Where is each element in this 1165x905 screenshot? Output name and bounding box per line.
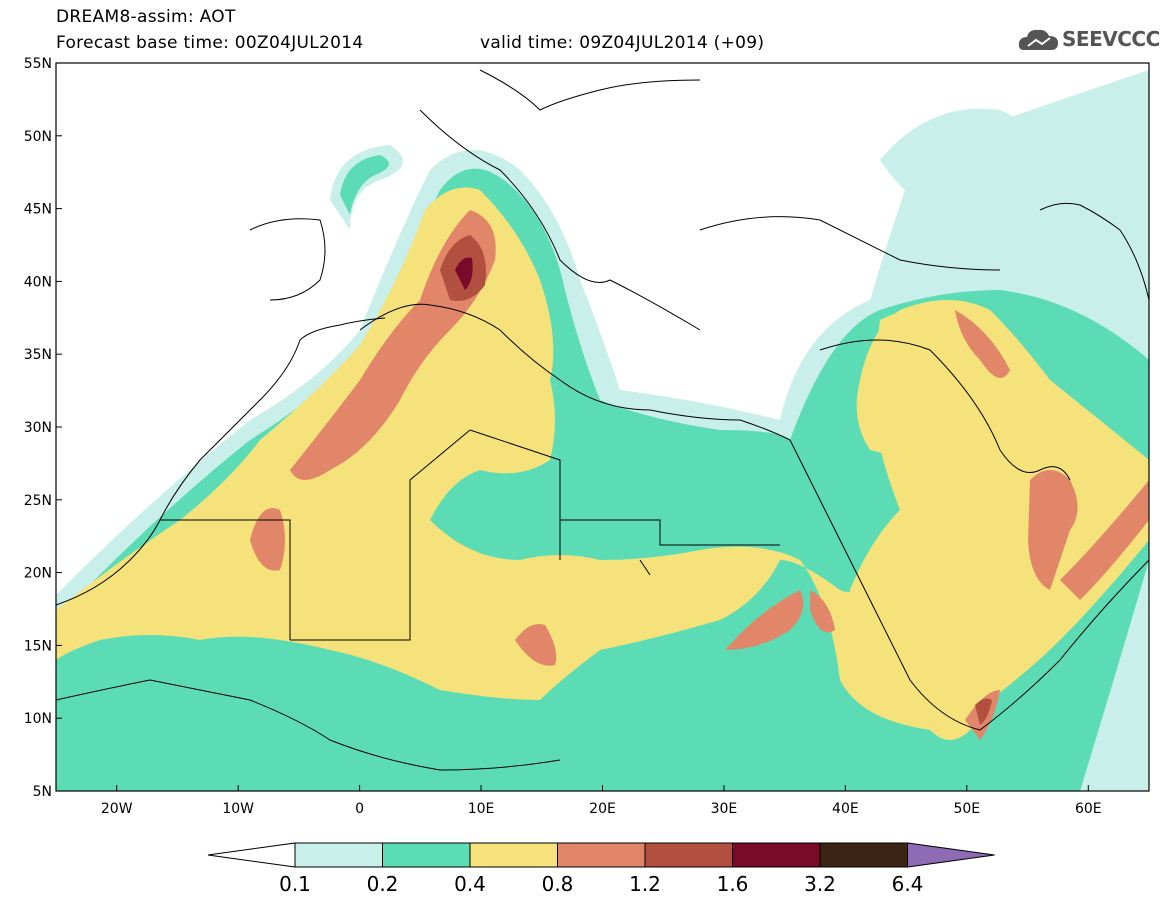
valid-time-label: valid time: 09Z04JUL2014 (+09) [480, 33, 765, 53]
lat-label: 45N [24, 202, 52, 218]
colorbar-label: 1.2 [629, 872, 661, 896]
lon-label: 0 [355, 801, 364, 817]
aot-1.6-band [455, 257, 473, 290]
colorbar-label: 0.2 [367, 872, 399, 896]
aot-0.8-band [515, 624, 557, 666]
colorbar-over-triangle [907, 842, 995, 868]
lon-label: 50E [953, 801, 980, 817]
aot-0.8-band [1060, 480, 1149, 600]
colorbar-label: 0.8 [542, 872, 574, 896]
colorbar-label: 3.2 [804, 872, 836, 896]
colorbar-swatch [557, 842, 646, 868]
lat-label: 35N [24, 347, 52, 363]
lat-label: 25N [24, 493, 52, 509]
lat-label: 5N [33, 784, 52, 800]
lat-label: 10N [24, 711, 52, 727]
lat-label: 20N [24, 566, 52, 582]
aot-0.8-band [810, 590, 835, 633]
colorbar-label: 6.4 [892, 872, 924, 896]
aot-1.2-band [975, 698, 992, 725]
aot-0.4-band [848, 306, 1110, 704]
lat-label: 15N [24, 638, 52, 654]
lat-label: 50N [24, 129, 52, 145]
colorbar-swatch [819, 842, 908, 868]
base-time-label: Forecast base time: 00Z04JUL2014 [56, 33, 364, 53]
lon-label: 20E [589, 801, 616, 817]
lon-label: 40E [832, 801, 859, 817]
colorbar-label: 0.1 [279, 872, 311, 896]
aot-field [56, 70, 1149, 791]
lat-label: 40N [24, 274, 52, 290]
colorbar-swatch [382, 842, 471, 868]
lon-label: 60E [1075, 801, 1102, 817]
colorbar-label: 0.4 [454, 872, 486, 896]
colorbar-swatch [644, 842, 733, 868]
coastlines [56, 69, 1149, 771]
aot-0.2-band [340, 155, 389, 215]
aot-0.8-band [250, 508, 285, 571]
lon-label: 10W [222, 801, 254, 817]
aot-0.1-band [880, 108, 1149, 300]
aot-0.1-band [330, 145, 403, 230]
colorbar-swatch [469, 842, 558, 868]
colorbar-swatch [294, 842, 383, 868]
colorbar-label: 1.6 [717, 872, 749, 896]
lat-label: 55N [24, 56, 52, 72]
cloud-icon [1018, 29, 1058, 50]
aot-0.8-band [725, 590, 804, 650]
lon-label: 20W [101, 801, 133, 817]
lon-label: 30E [711, 801, 738, 817]
lon-label: 10E [468, 801, 495, 817]
aot-0.8-band [1028, 470, 1078, 590]
colorbar-under-triangle [207, 842, 296, 868]
longitude-axis: 20W 10W 0 10E 20E 30E 40E 50E 60E [101, 785, 1102, 817]
lat-label: 30N [24, 420, 52, 436]
latitude-axis: 55N 50N 45N 40N 35N 30N 25N 20N 15N 10N 5N [24, 56, 62, 800]
product-title: DREAM8-assim: AOT [56, 7, 236, 27]
aot-0.8-band [955, 310, 1010, 378]
colorbar: 0.1 0.2 0.4 0.8 1.2 1.6 3.2 6.4 [207, 842, 995, 896]
logo-text: SEEVCCC [1062, 27, 1160, 51]
colorbar-swatch [732, 842, 821, 868]
